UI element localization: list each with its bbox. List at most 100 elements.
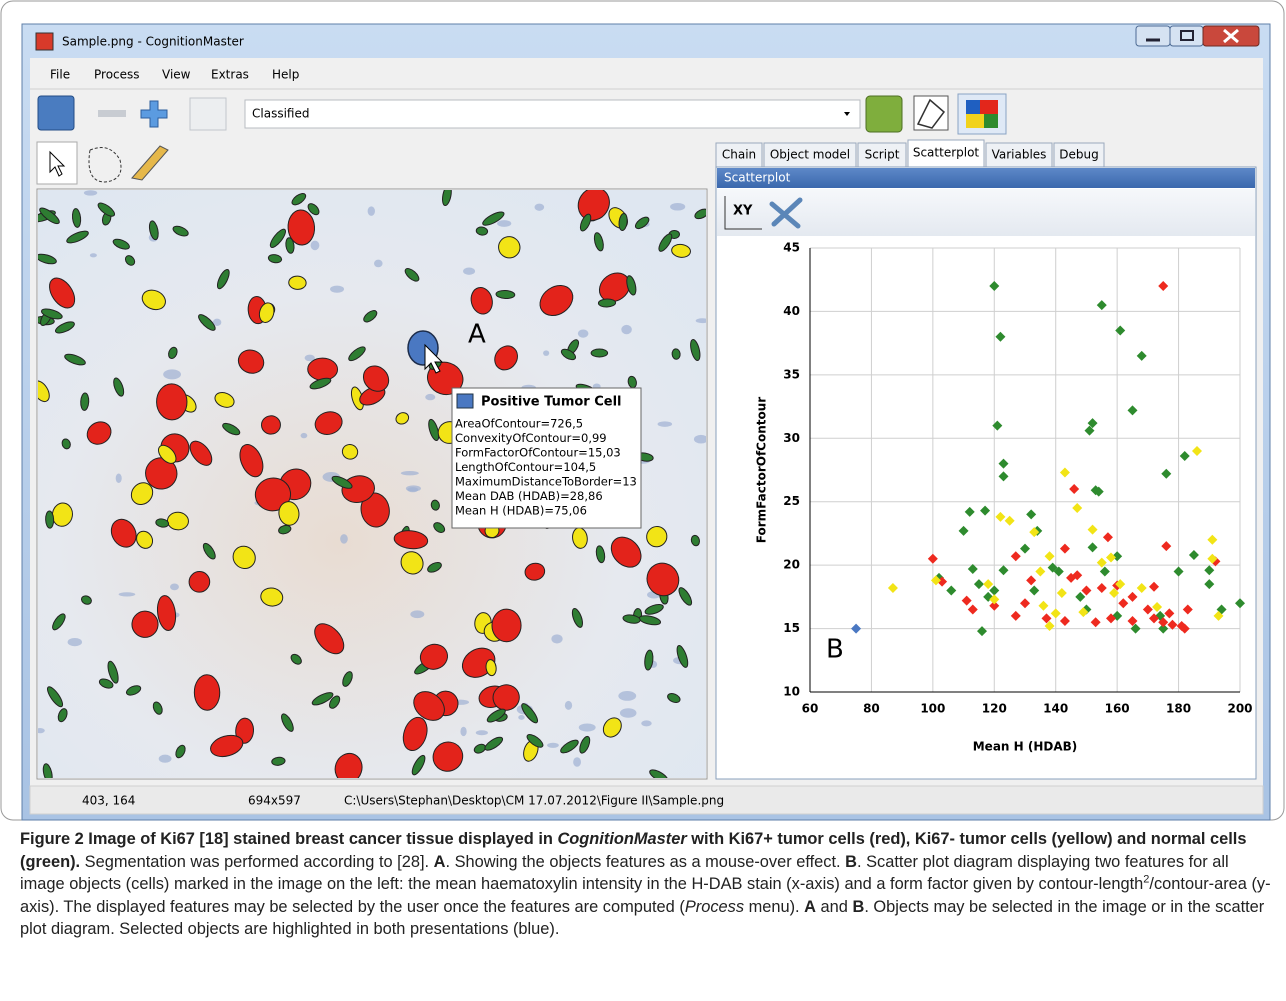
nucleus: [68, 638, 82, 646]
recycle-button[interactable]: [866, 96, 902, 132]
caption-text: menu).: [744, 898, 804, 916]
status-path: C:\Users\Stephan\Desktop\CM 17.07.2012\F…: [344, 794, 724, 808]
label-a: A: [468, 320, 486, 350]
zoom-out-button[interactable]: [98, 110, 126, 117]
cell[interactable]: [167, 512, 189, 531]
menu-item[interactable]: Process: [94, 68, 140, 82]
glyph: [980, 100, 998, 114]
nucleus: [425, 394, 435, 400]
y-axis-label: FormFactorOfContour: [755, 397, 769, 544]
nucleus: [621, 325, 631, 334]
tooltip-icon: [457, 394, 473, 408]
cell[interactable]: [591, 349, 608, 357]
nucleus: [406, 485, 421, 491]
xy-button[interactable]: XY: [733, 204, 753, 219]
nucleus: [620, 708, 637, 717]
minimize-button[interactable]: [1136, 26, 1170, 46]
menu-item[interactable]: Help: [272, 68, 299, 82]
nucleus: [535, 204, 545, 211]
tooltip-line: Mean DAB (HDAB)=28,86: [455, 489, 603, 503]
nucleus: [497, 220, 511, 227]
nucleus: [401, 471, 419, 475]
status-coords: 403, 164: [82, 794, 135, 808]
nucleus: [476, 730, 488, 735]
menu-item[interactable]: File: [50, 68, 70, 82]
caption-text: Process: [685, 898, 744, 916]
combo-text: Classified: [252, 107, 309, 121]
x-tick-label: 60: [802, 702, 819, 716]
y-tick-label: 25: [783, 494, 800, 508]
nucleus: [311, 241, 320, 251]
window-title: Sample.png - CognitionMaster: [62, 35, 244, 49]
open-button[interactable]: [38, 96, 74, 130]
y-tick-label: 40: [783, 304, 800, 318]
x-axis-label: Mean H (HDAB): [973, 740, 1078, 754]
glyph: [984, 114, 998, 128]
cell[interactable]: [194, 675, 220, 711]
cell[interactable]: [672, 349, 681, 360]
page: Sample.png - CognitionMaster File Process…: [0, 0, 1286, 1001]
x-tick-label: 80: [863, 702, 880, 716]
menu-item[interactable]: View: [162, 68, 191, 82]
tooltip-line: LengthOfContour=104,5: [455, 460, 596, 474]
glyph: [966, 100, 980, 114]
fit-button[interactable]: [190, 98, 226, 130]
nucleus: [163, 369, 181, 379]
nucleus: [159, 755, 172, 763]
tab-label: Variables: [992, 148, 1047, 162]
nucleus: [119, 592, 136, 596]
classifier-combo[interactable]: [245, 100, 860, 128]
x-tick-label: 120: [982, 702, 1007, 716]
cell[interactable]: [156, 384, 187, 421]
nucleus: [90, 253, 97, 257]
caption-text: CognitionMaster: [557, 830, 686, 848]
caption-text: A: [434, 853, 446, 871]
tab-label: Script: [865, 148, 900, 162]
caption-text: B: [845, 853, 857, 871]
caption-text: B: [852, 898, 864, 916]
menu-item[interactable]: Extras: [211, 68, 249, 82]
nucleus: [368, 206, 375, 216]
nucleus: [330, 286, 344, 293]
nucleus: [84, 190, 97, 195]
caption-text: Figure 2 Image of Ki67 [18] stained brea…: [20, 830, 557, 848]
nucleus: [573, 757, 581, 767]
y-tick-label: 30: [783, 431, 800, 445]
x-tick-label: 140: [1043, 702, 1068, 716]
status-size: 694x597: [248, 794, 301, 808]
nucleus: [340, 534, 348, 544]
label-b: B: [826, 635, 844, 665]
caption-text: A: [804, 898, 816, 916]
nucleus: [579, 723, 596, 731]
caption-text: and: [816, 898, 852, 916]
screenshot: Sample.png - CognitionMaster File Process…: [0, 0, 1286, 822]
nucleus: [694, 435, 708, 444]
cell[interactable]: [308, 358, 338, 381]
cell[interactable]: [598, 299, 615, 308]
panel-title: Scatterplot: [724, 171, 791, 185]
nucleus: [641, 720, 651, 726]
cell[interactable]: [492, 609, 521, 642]
y-tick-label: 15: [783, 621, 800, 635]
nucleus: [374, 260, 383, 268]
nucleus: [618, 691, 636, 701]
tab-label: Scatterplot: [913, 146, 980, 160]
app-icon: [36, 33, 53, 50]
panel-titlebar: [717, 168, 1255, 188]
x-tick-label: 160: [1105, 702, 1130, 716]
cell[interactable]: [45, 511, 54, 528]
x-tick-label: 200: [1227, 702, 1252, 716]
nucleus: [551, 634, 562, 643]
caption-text: . Showing the objects features as a mous…: [445, 853, 845, 871]
y-tick-label: 20: [783, 558, 800, 572]
tab-label: Object model: [770, 148, 850, 162]
tooltip-line: FormFactorOfContour=15,03: [455, 446, 621, 460]
nucleus: [670, 203, 685, 211]
glyph: [966, 114, 984, 128]
maximize-button[interactable]: [1170, 26, 1203, 46]
nucleus: [658, 421, 672, 427]
y-tick-label: 10: [783, 685, 800, 699]
nucleus: [410, 610, 424, 618]
x-tick-label: 180: [1166, 702, 1191, 716]
nucleus: [547, 743, 559, 748]
